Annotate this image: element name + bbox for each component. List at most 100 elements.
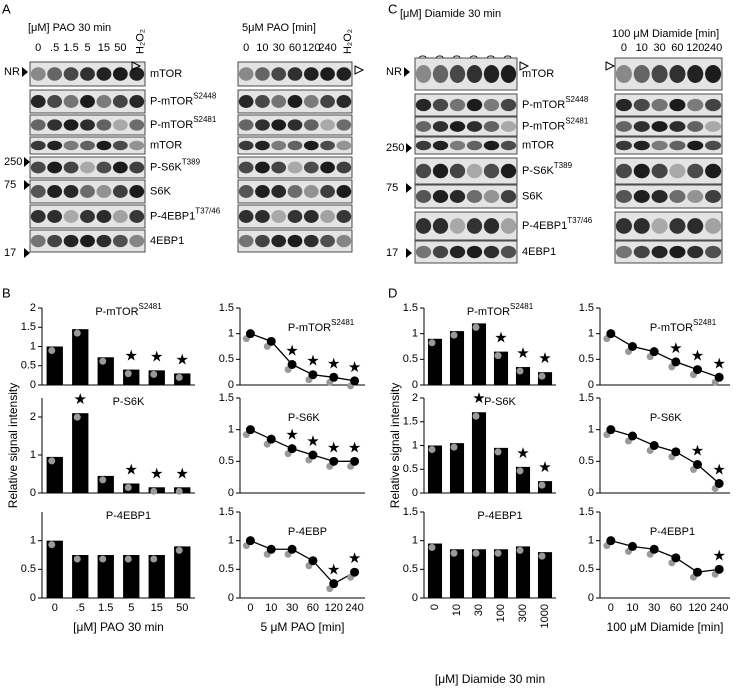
blot-band xyxy=(687,121,704,132)
marker-arrow xyxy=(404,67,410,77)
blot-band xyxy=(687,98,704,112)
chart-title-main: P-4EBP1 xyxy=(477,510,522,522)
blot-band xyxy=(112,119,128,131)
replicate-dot xyxy=(494,448,502,456)
blot-band xyxy=(238,185,254,198)
blot-band xyxy=(449,190,466,203)
chart-title-main: P-S6K xyxy=(484,396,516,408)
chart-title-main: P-mTOR xyxy=(288,322,331,334)
blot-band xyxy=(112,161,128,174)
blot-band xyxy=(129,95,145,108)
x-tick-label: 50 xyxy=(176,602,188,614)
blot-header: [μM] Diamide 30 min xyxy=(400,8,501,20)
point xyxy=(287,544,297,554)
blot-band xyxy=(303,161,319,174)
blot-band xyxy=(238,210,254,223)
blot-band xyxy=(255,161,270,174)
replicate-dot xyxy=(428,339,436,347)
x-tick-label: 240 xyxy=(710,602,728,614)
blot-label-sup: S2448 xyxy=(193,92,217,101)
blot-band xyxy=(669,121,686,132)
y-tick-label: 1.5 xyxy=(403,506,418,518)
size-marker: NR xyxy=(386,66,402,78)
point xyxy=(287,359,297,369)
y-tick-label: 1 xyxy=(412,439,418,451)
blot-band xyxy=(112,210,128,223)
blot-band xyxy=(415,98,432,112)
blot-label-main: 4EBP1 xyxy=(150,235,184,247)
blot-band xyxy=(320,234,335,248)
replicate-dot xyxy=(124,484,132,491)
blot-band xyxy=(63,185,79,198)
bar xyxy=(471,323,487,385)
blot-label-main: S6K xyxy=(522,190,543,202)
blot-band xyxy=(80,210,95,223)
bar xyxy=(449,549,465,598)
panel-letter: C xyxy=(388,1,397,16)
blot-band xyxy=(63,161,79,174)
blot-band xyxy=(336,119,352,131)
blot-band xyxy=(633,245,650,259)
blot-band xyxy=(687,140,704,151)
blot-band xyxy=(483,65,500,83)
bar xyxy=(174,546,191,598)
replicate-dot xyxy=(99,357,107,365)
blot-band xyxy=(287,161,303,174)
blot-band xyxy=(483,98,500,112)
blot-band xyxy=(96,161,112,174)
blot-band xyxy=(303,234,319,248)
blot-band xyxy=(303,67,319,81)
bar xyxy=(493,351,509,385)
significance-star: ★ xyxy=(712,461,725,478)
blot-label-main: P-S6K xyxy=(150,161,182,173)
blot-band xyxy=(415,190,432,203)
panel-letter: B xyxy=(2,285,11,300)
significance-star: ★ xyxy=(494,330,507,347)
blot-band xyxy=(30,210,46,223)
blot-band xyxy=(63,140,79,151)
chart-title-sup: S2481 xyxy=(510,302,534,311)
y-tick-label: 1.5 xyxy=(219,302,234,314)
x-tick-label: 240 xyxy=(345,602,363,614)
blot-band xyxy=(651,98,668,112)
y-tick-label: 1 xyxy=(228,424,234,436)
blot-band xyxy=(96,67,112,81)
blot-band xyxy=(633,190,650,203)
blot-strip xyxy=(237,156,353,179)
x-tick-label: 60 xyxy=(670,602,682,614)
blot-band xyxy=(112,67,128,81)
significance-star: ★ xyxy=(125,461,138,478)
replicate-dot xyxy=(150,555,158,563)
blot-band xyxy=(320,210,335,223)
significance-star: ★ xyxy=(285,427,298,444)
bar xyxy=(97,555,114,598)
y-tick-label: 0.5 xyxy=(403,563,418,575)
chart-title-sup: S2481 xyxy=(139,302,163,311)
blot-band xyxy=(705,190,722,203)
lane-label: 120 xyxy=(686,42,704,54)
y-tick-label: 0 xyxy=(30,592,36,604)
size-marker: 250 xyxy=(386,142,404,154)
blot-band xyxy=(320,185,335,198)
replicate-dot xyxy=(73,329,81,337)
blot-band xyxy=(651,121,668,132)
blot-label-sup: S2481 xyxy=(193,115,217,124)
blot-band xyxy=(96,140,112,151)
y-tick-label: 0.5 xyxy=(219,353,234,365)
replicate-dot xyxy=(428,544,436,552)
blot-band xyxy=(432,121,449,132)
y-tick-label: 2 xyxy=(30,411,36,423)
y-axis-label: Relative signal intensity xyxy=(6,383,20,508)
significance-star: ★ xyxy=(472,390,485,407)
blot-band xyxy=(615,190,632,203)
significance-star: ★ xyxy=(712,547,725,564)
blot-band xyxy=(500,163,517,179)
blot-band xyxy=(669,245,686,259)
blot-band xyxy=(449,245,466,259)
replicate-dot xyxy=(48,541,56,549)
blot-band xyxy=(255,119,270,131)
blot-band xyxy=(633,140,650,151)
blot-strip xyxy=(614,211,723,241)
replicate-dot xyxy=(150,370,158,378)
